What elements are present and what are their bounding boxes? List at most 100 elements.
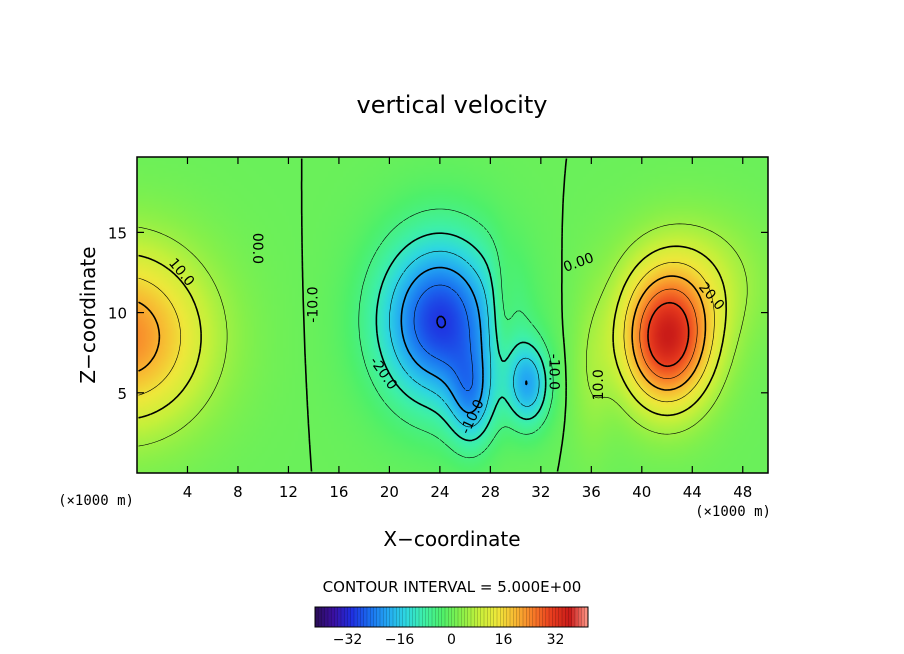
contour-level-25 — [639, 288, 698, 379]
colorbar-segment — [516, 607, 521, 627]
colorbar-segment — [419, 607, 423, 627]
contour-lines — [138, 158, 748, 472]
colorbar-segment — [347, 607, 352, 627]
colorbar-segment — [565, 607, 569, 627]
contour-level-5 — [138, 223, 748, 447]
colorbar-segment — [396, 607, 400, 627]
x-tick-label-16: 16 — [329, 483, 348, 501]
colorbar-segment — [568, 607, 573, 627]
colorbar-segment — [428, 607, 433, 627]
contour-label-2: -10.0 — [306, 286, 322, 322]
contour-level-0 — [300, 158, 568, 472]
colorbar-segment — [480, 607, 485, 627]
colorbar-segment — [493, 607, 498, 627]
contour-label-1: 00.0 — [249, 233, 265, 264]
colorbar-segment — [454, 607, 459, 627]
colorbar-segment — [380, 607, 384, 627]
colorbar-segment — [448, 607, 452, 627]
colorbar-segment — [578, 607, 582, 627]
colorbar — [314, 606, 589, 628]
x-axis-label: X−coordinate — [383, 527, 520, 551]
contour-level-neg15 — [389, 250, 540, 428]
colorbar-segment — [510, 607, 514, 627]
colorbar-segment — [321, 607, 326, 627]
colorbar-tick-label-16: 16 — [495, 632, 513, 648]
colorbar-segment — [315, 607, 319, 627]
colorbar-tick-label-neg32: −32 — [333, 632, 363, 648]
colorbar-segment — [438, 607, 443, 627]
colorbar-segment — [324, 607, 329, 627]
contour-level-neg10 — [375, 232, 547, 442]
colorbar-ticks: −32 −16 0 16 32 — [333, 632, 565, 648]
x-tick-label-24: 24 — [430, 483, 449, 501]
colorbar-segment — [497, 607, 501, 627]
colorbar-segment — [328, 607, 332, 627]
colorbar-segment — [334, 607, 339, 627]
colorbar-segment — [513, 607, 517, 627]
colorbar-segment — [389, 607, 394, 627]
colorbar-segment — [354, 607, 358, 627]
contour-level-neg20 — [400, 266, 528, 414]
x-tick-label-20: 20 — [380, 483, 399, 501]
x-units-left: (×1000 m) — [58, 493, 134, 509]
contour-level-neg30 — [436, 315, 447, 329]
colorbar-segment — [441, 607, 446, 627]
colorbar-segment — [506, 607, 511, 627]
colorbar-segment — [402, 607, 407, 627]
velocity-field — [137, 157, 768, 473]
x-units-right: (×1000 m) — [695, 504, 771, 520]
colorbar-segment — [536, 607, 540, 627]
colorbar-segment — [487, 607, 491, 627]
colorbar-segment — [549, 607, 553, 627]
colorbar-segment — [331, 607, 335, 627]
colorbar-segment — [584, 607, 589, 627]
colorbar-segment — [539, 607, 543, 627]
colorbar-segment — [363, 607, 368, 627]
colorbar-segment — [367, 607, 371, 627]
contour-level-10 — [138, 245, 727, 419]
colorbar-segment — [383, 607, 387, 627]
colorbar-segment — [490, 607, 495, 627]
contour-interval-text: CONTOUR INTERVAL = 5.000E+00 — [323, 578, 582, 596]
colorbar-segment — [562, 607, 566, 627]
x-tick-label-28: 28 — [481, 483, 500, 501]
colorbar-segment — [529, 607, 534, 627]
colorbar-segment — [552, 607, 556, 627]
colorbar-segment — [477, 607, 482, 627]
contour-label-5: -10.0 — [546, 354, 562, 390]
contour-label-7: 10.0 — [591, 369, 607, 400]
colorbar-segment — [503, 607, 508, 627]
colorbar-segment — [373, 607, 378, 627]
x-axis-ticks: 4 8 12 16 20 24 28 32 36 40 44 48 — [183, 157, 752, 501]
colorbar-segment — [360, 607, 365, 627]
colorbar-segment — [545, 607, 550, 627]
x-tick-label-4: 4 — [183, 483, 193, 501]
colorbar-frame — [314, 606, 589, 628]
colorbar-segment — [532, 607, 537, 627]
x-tick-label-32: 32 — [531, 483, 550, 501]
contour-level-30 — [647, 301, 690, 368]
y-axis-ticks: 5 10 15 — [108, 224, 768, 403]
contour-level-neg5 — [358, 208, 554, 459]
colorbar-segment — [558, 607, 563, 627]
colorbar-segment — [581, 607, 586, 627]
colorbar-segment — [409, 607, 413, 627]
contour-level-20 — [138, 275, 707, 391]
colorbar-tick-label-32: 32 — [547, 632, 565, 648]
colorbar-segment — [415, 607, 420, 627]
colorbar-segment — [542, 607, 547, 627]
colorbar-segment — [575, 607, 579, 627]
x-tick-label-44: 44 — [683, 483, 702, 501]
x-tick-label-12: 12 — [279, 483, 298, 501]
colorbar-segment — [412, 607, 417, 627]
colorbar-segment — [555, 607, 560, 627]
colorbar-segment — [526, 607, 530, 627]
colorbar-segment — [341, 607, 345, 627]
colorbar-segment — [458, 607, 462, 627]
y-tick-label-5: 5 — [117, 385, 127, 403]
colorbar-segment — [399, 607, 404, 627]
contour-level-neg25 — [413, 284, 474, 391]
colorbar-segment — [484, 607, 488, 627]
